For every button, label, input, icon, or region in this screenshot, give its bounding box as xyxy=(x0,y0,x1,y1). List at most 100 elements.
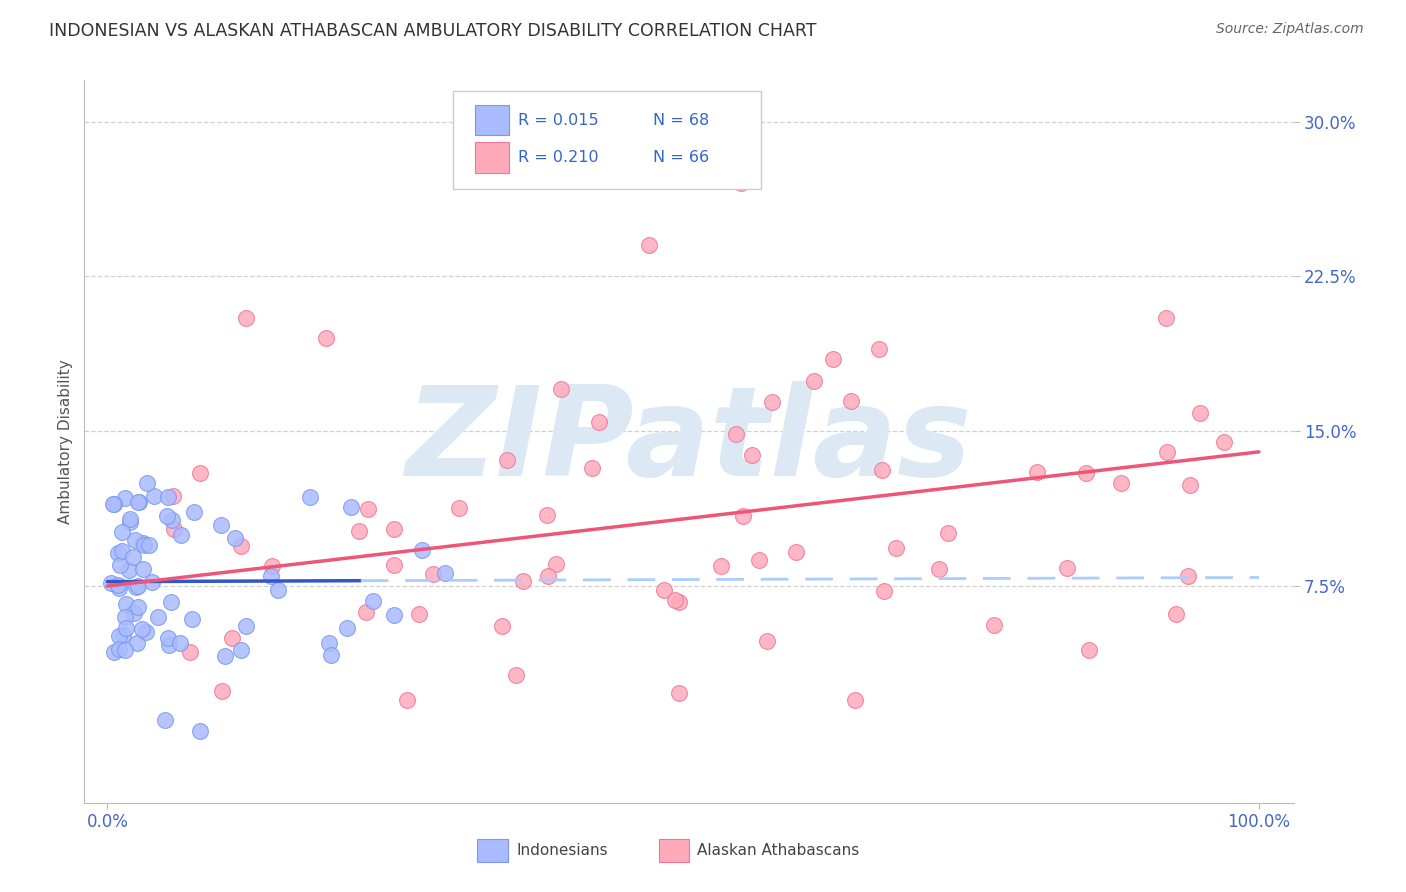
FancyBboxPatch shape xyxy=(475,105,509,136)
Indonesians xyxy=(108,581,131,595)
Indonesians xyxy=(214,648,236,663)
Alaskan Athabascans xyxy=(512,574,534,588)
Indonesians xyxy=(160,513,183,527)
Indonesians xyxy=(118,563,141,577)
Alaskan Athabascans xyxy=(1189,405,1212,419)
FancyBboxPatch shape xyxy=(478,838,508,862)
Indonesians xyxy=(318,636,340,650)
Alaskan Athabascans xyxy=(870,463,893,477)
Alaskan Athabascans xyxy=(928,562,950,576)
Indonesians xyxy=(114,491,136,505)
Indonesians xyxy=(336,621,359,635)
Alaskan Athabascans xyxy=(1213,434,1236,449)
Text: R = 0.210: R = 0.210 xyxy=(519,150,599,165)
Text: ZIPatlas: ZIPatlas xyxy=(406,381,972,502)
Alaskan Athabascans xyxy=(1109,475,1132,490)
Indonesians xyxy=(111,525,134,540)
Indonesians xyxy=(122,607,145,621)
Indonesians xyxy=(120,512,142,526)
Alaskan Athabascans xyxy=(347,524,370,538)
Indonesians xyxy=(382,608,405,623)
Alaskan Athabascans xyxy=(221,631,243,645)
Alaskan Athabascans xyxy=(260,559,283,574)
Indonesians xyxy=(111,544,134,558)
Alaskan Athabascans xyxy=(1078,643,1101,657)
Alaskan Athabascans xyxy=(449,500,471,515)
Indonesians xyxy=(127,495,149,509)
Alaskan Athabascans xyxy=(1026,466,1049,480)
FancyBboxPatch shape xyxy=(453,91,762,189)
Alaskan Athabascans xyxy=(235,310,257,325)
Alaskan Athabascans xyxy=(652,583,675,598)
Indonesians xyxy=(100,575,122,590)
Alaskan Athabascans xyxy=(1156,445,1178,459)
Indonesians xyxy=(267,583,290,598)
Indonesians xyxy=(132,535,155,549)
Alaskan Athabascans xyxy=(821,351,844,366)
Indonesians xyxy=(361,594,384,608)
Indonesians xyxy=(143,489,166,503)
Indonesians xyxy=(156,490,179,504)
Alaskan Athabascans xyxy=(229,539,252,553)
Alaskan Athabascans xyxy=(354,605,377,619)
Indonesians xyxy=(101,497,124,511)
Alaskan Athabascans xyxy=(179,645,201,659)
Indonesians xyxy=(127,636,149,650)
Y-axis label: Ambulatory Disability: Ambulatory Disability xyxy=(58,359,73,524)
Alaskan Athabascans xyxy=(537,569,560,583)
Indonesians xyxy=(103,645,125,659)
Alaskan Athabascans xyxy=(382,558,405,572)
Indonesians xyxy=(159,595,181,609)
Indonesians xyxy=(434,566,457,580)
Alaskan Athabascans xyxy=(710,558,733,573)
Indonesians xyxy=(108,629,131,643)
Alaskan Athabascans xyxy=(1154,311,1177,326)
Indonesians xyxy=(135,625,157,640)
Indonesians xyxy=(108,641,131,656)
Indonesians xyxy=(188,723,211,738)
Text: Alaskan Athabascans: Alaskan Athabascans xyxy=(697,843,859,858)
Alaskan Athabascans xyxy=(422,567,444,582)
Alaskan Athabascans xyxy=(938,526,960,541)
Alaskan Athabascans xyxy=(664,593,686,607)
Indonesians xyxy=(103,497,125,511)
Alaskan Athabascans xyxy=(491,619,513,633)
Indonesians xyxy=(157,638,180,652)
Text: N = 68: N = 68 xyxy=(652,112,709,128)
Alaskan Athabascans xyxy=(839,394,862,409)
Indonesians xyxy=(340,500,363,515)
Alaskan Athabascans xyxy=(315,331,337,345)
Alaskan Athabascans xyxy=(731,509,754,524)
Indonesians xyxy=(181,612,204,626)
Indonesians xyxy=(121,549,143,564)
Alaskan Athabascans xyxy=(741,448,763,462)
Indonesians xyxy=(141,574,163,589)
Indonesians xyxy=(107,546,129,560)
Alaskan Athabascans xyxy=(668,686,690,700)
Indonesians xyxy=(114,643,136,657)
Alaskan Athabascans xyxy=(1166,607,1188,621)
Alaskan Athabascans xyxy=(761,395,783,409)
Indonesians xyxy=(107,578,129,592)
Indonesians xyxy=(131,623,153,637)
Alaskan Athabascans xyxy=(785,545,807,559)
Alaskan Athabascans xyxy=(496,452,519,467)
Alaskan Athabascans xyxy=(803,374,825,388)
Alaskan Athabascans xyxy=(536,508,558,523)
Text: Source: ZipAtlas.com: Source: ZipAtlas.com xyxy=(1216,22,1364,37)
Indonesians xyxy=(110,558,132,572)
Text: Indonesians: Indonesians xyxy=(516,843,607,858)
Indonesians xyxy=(411,542,433,557)
Indonesians xyxy=(132,538,155,552)
Alaskan Athabascans xyxy=(356,502,378,516)
Indonesians xyxy=(209,518,232,533)
Alaskan Athabascans xyxy=(1178,478,1201,492)
Indonesians xyxy=(231,643,253,657)
Text: INDONESIAN VS ALASKAN ATHABASCAN AMBULATORY DISABILITY CORRELATION CHART: INDONESIAN VS ALASKAN ATHABASCAN AMBULAT… xyxy=(49,22,817,40)
Indonesians xyxy=(114,610,136,624)
Indonesians xyxy=(319,648,342,663)
Indonesians xyxy=(146,610,169,624)
FancyBboxPatch shape xyxy=(475,143,509,173)
Alaskan Athabascans xyxy=(748,553,770,567)
Alaskan Athabascans xyxy=(886,541,908,556)
